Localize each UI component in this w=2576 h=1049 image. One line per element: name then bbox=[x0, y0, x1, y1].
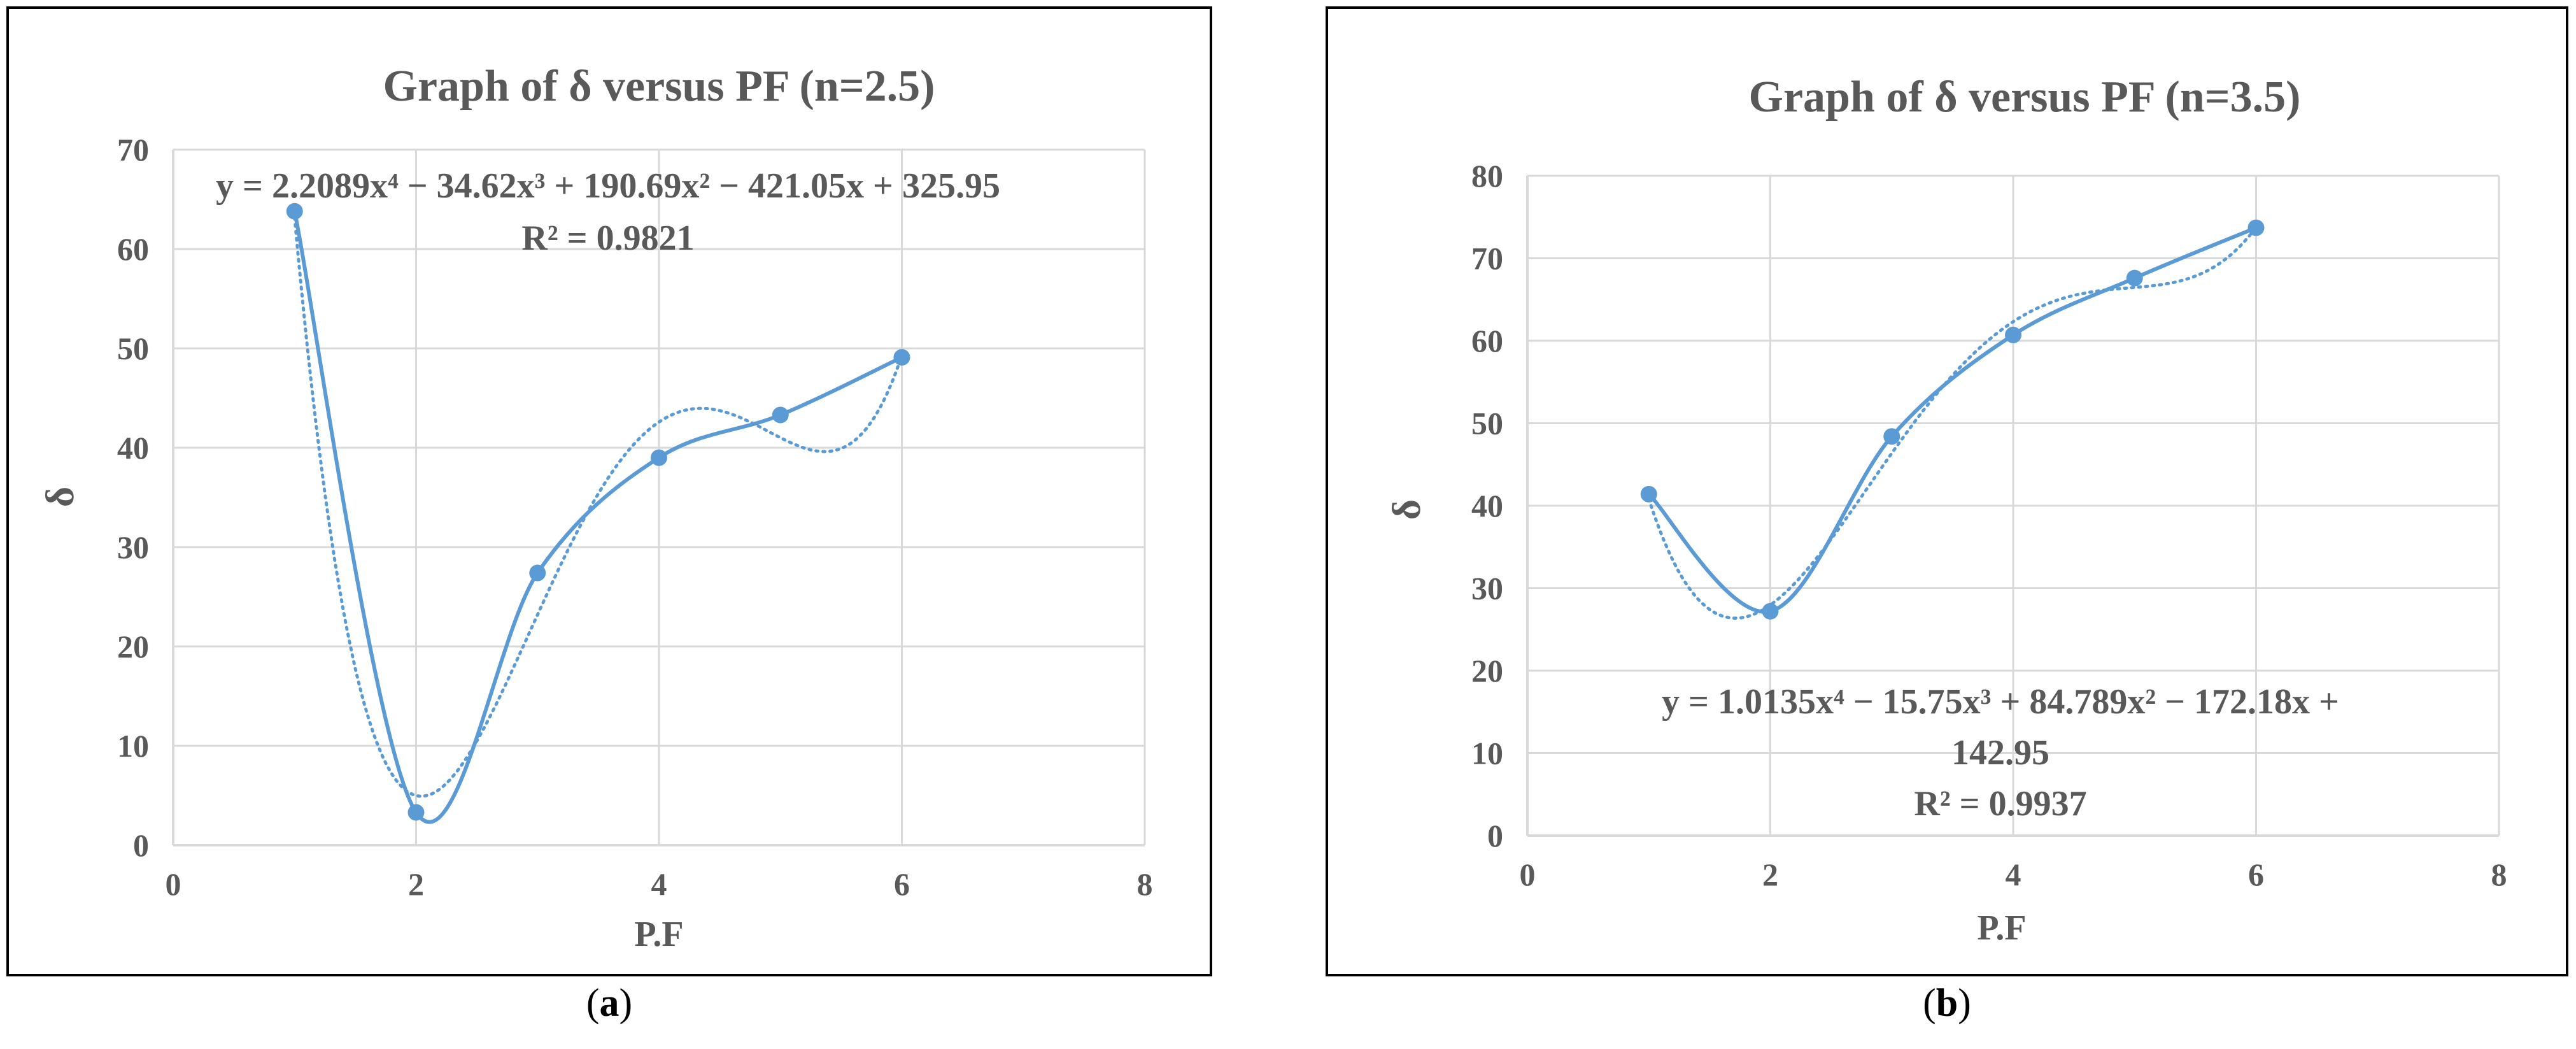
chart-a-ytick-label: 60 bbox=[117, 231, 149, 267]
chart-b-data-point bbox=[1883, 428, 1900, 445]
chart-panel-a: 0 10 20 30 40 50 60 70 0 2 4 6 8 Graph of δ versus PF… bbox=[6, 6, 1212, 976]
chart-b-frame bbox=[1326, 6, 2568, 976]
chart-a-r-squared: R² = 0.9821 bbox=[521, 218, 694, 258]
chart-a-data-point bbox=[651, 449, 667, 466]
chart-a-svg: 0 10 20 30 40 50 60 70 0 2 4 6 8 Graph of δ versus PF… bbox=[6, 6, 1212, 976]
chart-a-x-axis-label: P.F bbox=[634, 915, 683, 954]
chart-b-x-axis-label: P.F bbox=[1977, 908, 2026, 948]
chart-a-ytick-label: 40 bbox=[117, 430, 149, 466]
chart-b-title: Graph of δ versus PF (n=3.5) bbox=[1749, 73, 2301, 122]
chart-a-y-axis-label: δ bbox=[39, 487, 82, 507]
chart-b-ytick-label: 0 bbox=[1487, 818, 1503, 853]
chart-a-trendline-equation: y = 2.2089x⁴ − 34.62x³ + 190.69x² − 421.… bbox=[216, 166, 1000, 206]
caption-b-letter: b bbox=[1936, 981, 1958, 1025]
chart-b-ytick-label: 10 bbox=[1471, 736, 1503, 771]
chart-a-ytick-label: 0 bbox=[133, 827, 149, 863]
chart-a-ytick-label: 50 bbox=[117, 331, 149, 366]
chart-a-xtick-label: 0 bbox=[166, 866, 181, 902]
chart-b-data-point bbox=[2005, 326, 2021, 343]
caption-a: (a) bbox=[586, 981, 633, 1025]
chart-a-data-point bbox=[529, 564, 546, 582]
chart-a-xtick-label: 2 bbox=[408, 866, 424, 902]
chart-a-xtick-label: 8 bbox=[1137, 866, 1153, 902]
caption-b: (b) bbox=[1923, 981, 1971, 1025]
chart-panel-b: 0 10 20 30 40 50 60 70 80 0 2 4 6 8 Graph of δ versus … bbox=[1326, 6, 2568, 976]
chart-a-data-point bbox=[407, 804, 425, 821]
chart-b-data-point bbox=[1640, 485, 1657, 503]
chart-b-ytick-label: 70 bbox=[1471, 241, 1503, 276]
caption-a-letter: a bbox=[599, 981, 619, 1025]
chart-a-trendline bbox=[293, 215, 903, 798]
chart-a-title: Graph of δ versus PF (n=2.5) bbox=[383, 62, 935, 111]
chart-a-data-point bbox=[772, 406, 789, 424]
chart-b-ytick-label: 40 bbox=[1471, 488, 1503, 524]
chart-a-ytick-label: 30 bbox=[117, 529, 149, 565]
chart-a-ytick-label: 20 bbox=[117, 629, 149, 664]
chart-a-data-point bbox=[286, 203, 303, 220]
chart-b-ytick-label: 30 bbox=[1471, 571, 1503, 606]
chart-a-data-point bbox=[893, 349, 910, 366]
chart-b-xtick-label: 2 bbox=[1762, 857, 1778, 892]
chart-a-xtick-label: 6 bbox=[894, 866, 910, 902]
chart-b-xtick-label: 0 bbox=[1520, 857, 1536, 892]
chart-b-y-axis-label: δ bbox=[1385, 499, 1429, 520]
chart-b-xtick-label: 8 bbox=[2491, 857, 2507, 892]
chart-b-trendline bbox=[1647, 225, 2258, 620]
chart-b-r-squared: R² = 0.9937 bbox=[1914, 784, 2086, 824]
chart-b-data-point bbox=[1762, 603, 1779, 620]
chart-b-svg: 0 10 20 30 40 50 60 70 80 0 2 4 6 8 Graph of δ versus … bbox=[1326, 6, 2568, 976]
chart-a-xtick-label: 4 bbox=[651, 866, 667, 902]
chart-a-series-line bbox=[292, 211, 903, 824]
chart-b-trendline-equation: 142.95 bbox=[1951, 733, 2049, 773]
chart-b-xtick-label: 6 bbox=[2248, 857, 2264, 892]
chart-a-ytick-label: 10 bbox=[117, 728, 149, 764]
chart-b-ytick-label: 80 bbox=[1471, 158, 1503, 194]
chart-b-ytick-label: 50 bbox=[1471, 406, 1503, 441]
chart-b-xtick-label: 4 bbox=[2006, 857, 2021, 892]
chart-b-data-point bbox=[2247, 219, 2265, 236]
chart-b-data-point bbox=[2126, 269, 2143, 287]
chart-b-trendline-equation: y = 1.0135x⁴ − 15.75x³ + 84.789x² − 172.… bbox=[1662, 682, 2339, 722]
chart-b-ytick-label: 60 bbox=[1471, 323, 1503, 359]
chart-b-ytick-label: 20 bbox=[1471, 653, 1503, 689]
chart-a-ytick-label: 70 bbox=[117, 132, 149, 168]
